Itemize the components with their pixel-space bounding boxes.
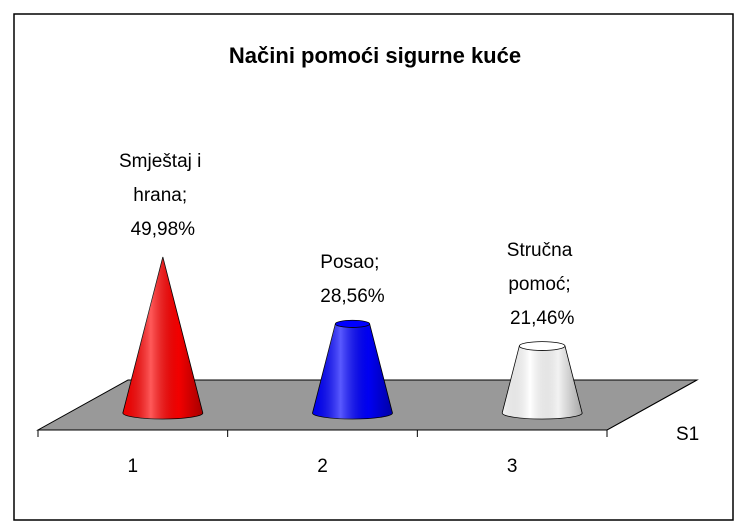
data-label: Stručna pomoć; 21,46%	[507, 240, 578, 329]
chart-title: Načini pomoći sigurne kuće	[229, 43, 521, 68]
depth-axis	[606, 379, 698, 431]
x-tick-label: 2	[317, 456, 328, 477]
x-tick-label: 3	[507, 456, 518, 477]
data-label: Posao; 28,56%	[320, 252, 385, 307]
x-tick-label: 1	[128, 456, 139, 477]
cone-shade	[502, 346, 583, 419]
chart-border	[13, 13, 734, 521]
cone-top	[334, 319, 371, 328]
data-label: Smještaj i hrana; 49,98%	[119, 151, 207, 240]
cone-shade	[312, 323, 393, 419]
series-label: S1	[676, 424, 699, 445]
cone-top	[518, 341, 566, 351]
cone-shade	[122, 257, 203, 419]
